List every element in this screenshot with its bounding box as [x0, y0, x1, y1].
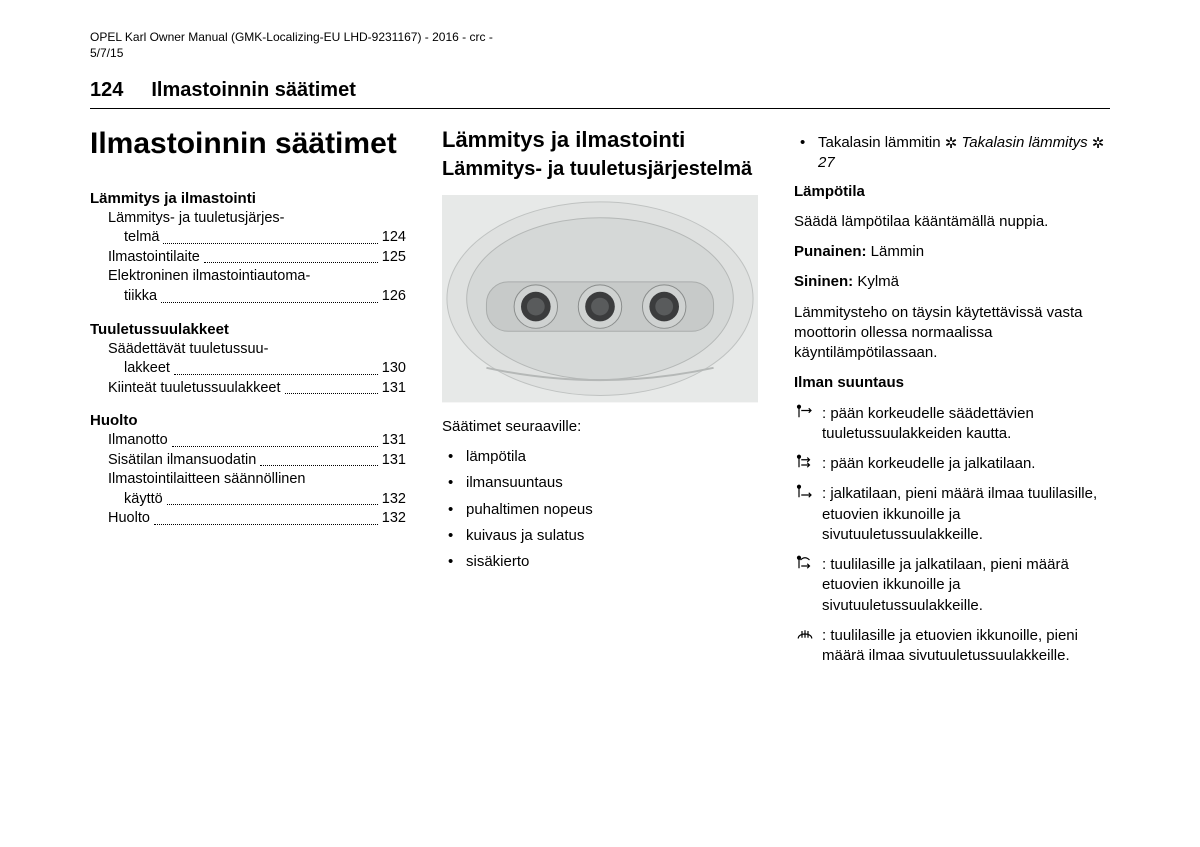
- toc-page: 131: [382, 379, 406, 399]
- toc-label: Sisätilan ilmansuodatin: [108, 451, 256, 471]
- toc-leader: [161, 302, 378, 303]
- subsection-heading: Lämmitys- ja tuuletusjärjestelmä: [442, 158, 758, 181]
- toc-leader: [260, 465, 377, 466]
- defrost-icon: [794, 626, 816, 648]
- column-2: Lämmitys ja ilmastointi Lämmitys- ja tuu…: [442, 127, 758, 676]
- toc-leader: [174, 374, 378, 375]
- toc-entry: Sisätilan ilmansuodatin 131: [90, 451, 406, 471]
- toc-label: tiikka: [124, 287, 157, 307]
- toc-entry: Ilmanotto 131: [90, 431, 406, 451]
- toc-page: 124: [382, 228, 406, 248]
- toc-page: 131: [382, 431, 406, 451]
- toc-label: Elektroninen ilmastointiautoma-: [108, 267, 310, 287]
- face-icon: [794, 404, 816, 426]
- air-direction-item: : pään korkeudelle säädettävien tuuletus…: [794, 404, 1110, 445]
- toc-label: Lämmitys- ja tuuletusjärjes-: [108, 209, 284, 229]
- rear-heater-bullet: Takalasin lämmitin ✲ Takalasin lämmitys …: [794, 133, 1110, 174]
- air-direction-list: : pään korkeudelle säädettävien tuuletus…: [794, 404, 1110, 667]
- toc-label: Säädettävät tuuletussuu-: [108, 340, 268, 360]
- list-item: kuivaus ja sulatus: [442, 526, 758, 546]
- toc-page: 131: [382, 451, 406, 471]
- toc-page: 125: [382, 248, 406, 268]
- toc-page: 132: [382, 509, 406, 529]
- column-3: Takalasin lämmitin ✲ Takalasin lämmitys …: [794, 127, 1110, 676]
- air-direction-text: : tuulilasille ja etuovien ikkunoille, p…: [822, 627, 1078, 664]
- toc-label: Huolto: [108, 509, 150, 529]
- toc-label: käyttö: [124, 490, 163, 510]
- red-line: Punainen: Lämmin: [794, 242, 1110, 262]
- toc-section-head: Lämmitys ja ilmastointi: [90, 190, 406, 207]
- page-number: 124: [90, 79, 123, 102]
- toc-entry: Ilmastointilaite 125: [90, 248, 406, 268]
- toc-label: Kiinteät tuuletussuulakkeet: [108, 379, 281, 399]
- toc-entry: Huolto 132: [90, 509, 406, 529]
- temperature-heading: Lämpötila: [794, 182, 1110, 202]
- toc-page: 126: [382, 287, 406, 307]
- toc-section-head: Tuuletussuulakkeet: [90, 321, 406, 338]
- blue-line: Sininen: Kylmä: [794, 272, 1110, 292]
- floor-icon: [794, 484, 816, 506]
- list-item: Takalasin lämmitin ✲ Takalasin lämmitys …: [794, 133, 1110, 174]
- list-item: sisäkierto: [442, 552, 758, 572]
- toc-label: Ilmastointilaite: [108, 248, 200, 268]
- table-of-contents: Lämmitys ja ilmastointi Lämmitys- ja tuul…: [90, 190, 406, 529]
- toc-leader: [154, 524, 378, 525]
- air-direction-heading: Ilman suuntaus: [794, 373, 1110, 393]
- toc-entry: Säädettävät tuuletussuu-: [90, 340, 406, 360]
- toc-leader: [172, 446, 378, 447]
- temperature-text: Säädä lämpötilaa kääntämällä nuppia.: [794, 212, 1110, 232]
- toc-leader: [204, 262, 378, 263]
- document-header: OPEL Karl Owner Manual (GMK-Localizing-E…: [90, 30, 1110, 61]
- mix-icon: [794, 555, 816, 577]
- xref-arrow-icon: ✲: [1092, 134, 1105, 154]
- air-direction-text: : tuulilasille ja jalkatilaan, pieni mää…: [822, 556, 1069, 614]
- xref-arrow-icon: ✲: [945, 134, 958, 154]
- list-item: puhaltimen nopeus: [442, 500, 758, 520]
- toc-page: 130: [382, 359, 406, 379]
- toc-section: HuoltoIlmanotto131Sisätilan ilmansuodati…: [90, 412, 406, 529]
- running-title: Ilmastoinnin säätimet: [151, 79, 356, 102]
- air-direction-text: : jalkatilaan, pieni määrä ilmaa tuulila…: [822, 485, 1097, 543]
- bilevel-icon: [794, 454, 816, 476]
- toc-entry-cont: tiikka 126: [90, 287, 406, 307]
- toc-label: Ilmastointilaitteen säännöllinen: [108, 470, 306, 490]
- toc-section: Tuuletussuulakkeet Säädettävät tuuletussu…: [90, 321, 406, 399]
- toc-leader: [163, 243, 377, 244]
- column-1: Ilmastoinnin säätimet Lämmitys ja ilmast…: [90, 127, 406, 676]
- toc-entry-cont: telmä 124: [90, 228, 406, 248]
- doc-header-line2: 5/7/15: [90, 46, 1110, 62]
- air-direction-item: : tuulilasille ja jalkatilaan, pieni mää…: [794, 555, 1110, 616]
- toc-entry: Lämmitys- ja tuuletusjärjes-: [90, 209, 406, 229]
- toc-label: lakkeet: [124, 359, 170, 379]
- toc-entry-cont: käyttö 132: [90, 490, 406, 510]
- chapter-title: Ilmastoinnin säätimet: [90, 127, 406, 162]
- air-direction-item: : tuulilasille ja etuovien ikkunoille, p…: [794, 626, 1110, 667]
- toc-entry-cont: lakkeet 130: [90, 359, 406, 379]
- toc-section: Lämmitys ja ilmastointi Lämmitys- ja tuul…: [90, 190, 406, 307]
- section-heading: Lämmitys ja ilmastointi: [442, 127, 758, 152]
- list-item: ilmansuuntaus: [442, 473, 758, 493]
- air-direction-item: : jalkatilaan, pieni määrä ilmaa tuulila…: [794, 484, 1110, 545]
- toc-page: 132: [382, 490, 406, 510]
- controls-caption: Säätimet seuraaville:: [442, 417, 758, 437]
- list-item: lämpötila: [442, 447, 758, 467]
- air-direction-item: : pään korkeudelle ja jalkatilaan.: [794, 454, 1110, 474]
- page-header: 124 Ilmastoinnin säätimet: [90, 79, 1110, 109]
- toc-entry: Ilmastointilaitteen säännöllinen: [90, 470, 406, 490]
- toc-entry: Elektroninen ilmastointiautoma-: [90, 267, 406, 287]
- toc-label: telmä: [124, 228, 159, 248]
- toc-section-head: Huolto: [90, 412, 406, 429]
- toc-entry: Kiinteät tuuletussuulakkeet 131: [90, 379, 406, 399]
- air-direction-text: : pään korkeudelle ja jalkatilaan.: [822, 455, 1035, 472]
- toc-label: Ilmanotto: [108, 431, 168, 451]
- toc-leader: [285, 393, 378, 394]
- air-direction-text: : pään korkeudelle säädettävien tuuletus…: [822, 405, 1034, 442]
- temperature-note: Lämmitysteho on täysin käytettävissä vas…: [794, 303, 1110, 364]
- climate-control-illustration: [442, 195, 758, 402]
- rear-heater-text: Takalasin lämmitin: [818, 134, 945, 151]
- toc-leader: [167, 504, 378, 505]
- controls-list: lämpötila ilmansuuntaus puhaltimen nopeus k…: [442, 447, 758, 572]
- doc-header-line1: OPEL Karl Owner Manual (GMK-Localizing-E…: [90, 30, 1110, 46]
